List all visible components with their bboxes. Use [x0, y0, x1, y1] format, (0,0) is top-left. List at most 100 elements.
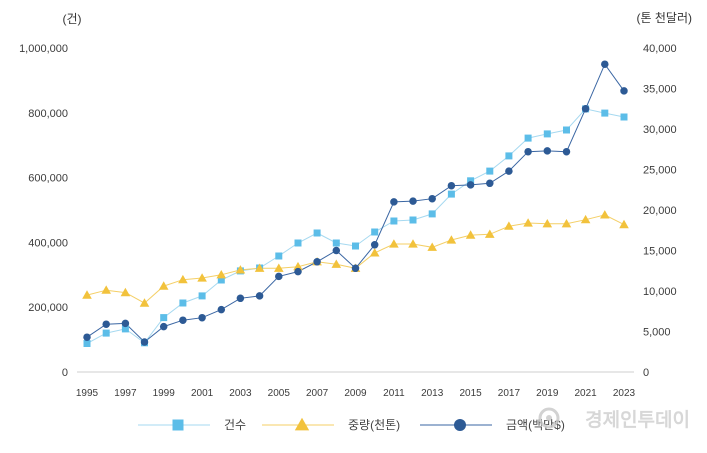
left-y-axis-title: (건) — [62, 12, 81, 26]
x-tick-label: 2007 — [306, 388, 329, 399]
x-tick-label: 1995 — [76, 388, 99, 399]
series-2-point — [523, 218, 533, 227]
series-3-point — [447, 181, 456, 190]
series-3-point — [179, 316, 187, 324]
series-2-line — [86, 214, 625, 304]
series-1-point — [275, 252, 283, 260]
series-1-point — [102, 329, 110, 337]
series-3-point — [275, 272, 283, 281]
series-2-point — [331, 259, 342, 268]
x-tick-label: 2023 — [613, 388, 636, 399]
series-3-point — [351, 264, 360, 273]
series-3-point — [332, 246, 341, 255]
series-2-point — [542, 219, 553, 228]
series-1-point — [505, 152, 513, 160]
logo-icon — [538, 407, 560, 429]
series-3-point — [601, 60, 609, 68]
series-1-point — [332, 239, 340, 247]
left-y-tick-label: 200,000 — [28, 302, 68, 314]
series-2-point — [446, 235, 457, 244]
series-1-point — [428, 210, 436, 218]
right-y-tick-label: 0 — [643, 367, 649, 379]
series-3-point — [255, 292, 264, 300]
legend-item: 금액(백만$) — [420, 418, 565, 432]
series-1-point — [563, 126, 570, 134]
x-tick-label: 2009 — [344, 388, 367, 399]
series-3-point — [140, 338, 149, 346]
right-y-tick-label: 30,000 — [643, 124, 677, 136]
right-y-tick-label: 35,000 — [643, 84, 677, 96]
right-y-tick-label: 20,000 — [643, 205, 677, 217]
right-y-tick-label: 10,000 — [643, 286, 677, 298]
x-tick-label: 2017 — [498, 388, 521, 399]
series-2-point — [178, 274, 188, 284]
x-tick-label: 2013 — [421, 388, 444, 399]
right-y-tick-label: 15,000 — [643, 246, 677, 258]
series-2-point — [427, 242, 437, 251]
series-3-point — [562, 147, 571, 156]
series-2-point — [465, 230, 476, 239]
series-1-point — [313, 229, 321, 237]
series-3-point — [294, 267, 302, 276]
left-y-tick-label: 1,000,000 — [19, 43, 68, 55]
series-1-point — [447, 190, 455, 198]
logo-dot — [546, 415, 552, 421]
right-y-tick-label: 5,000 — [643, 327, 671, 339]
series-3-point — [466, 181, 475, 189]
right-y-tick-label: 40,000 — [643, 43, 677, 55]
series-2-point — [216, 270, 227, 279]
series-3-point — [83, 333, 91, 341]
series-2-point — [101, 285, 111, 294]
legend-label: 금액(백만$) — [506, 418, 565, 432]
series-1-point — [179, 299, 187, 307]
series-1-point — [121, 325, 129, 333]
legend-circle-icon — [454, 419, 466, 431]
series-2-point — [504, 221, 514, 230]
legend-item: 중량(천톤) — [262, 417, 400, 432]
series-3-point — [121, 319, 130, 328]
legend-triangle-icon — [294, 417, 310, 431]
series-3-point — [217, 305, 226, 314]
series-1-point — [467, 177, 475, 185]
series-2-point — [235, 265, 246, 274]
series-3-point — [428, 194, 436, 203]
series-2-point — [139, 298, 150, 307]
legend: 건수 중량(천톤) 금액(백만$) — [138, 417, 565, 432]
series-2-point — [120, 287, 131, 297]
x-tick-label: 2011 — [383, 388, 405, 399]
series-2-point — [254, 263, 265, 272]
series-3-point — [313, 258, 321, 266]
series-3-point — [159, 322, 168, 331]
series-3-point — [581, 105, 590, 113]
series-2-points — [82, 210, 629, 307]
series-3-point — [524, 147, 532, 156]
series-1-point — [83, 340, 91, 347]
series-1-point — [409, 216, 417, 224]
series-1-point — [601, 109, 609, 117]
series-2-point — [619, 219, 629, 229]
right-y-axis-title: (톤 천달러) — [637, 10, 693, 25]
series-2-point — [561, 219, 572, 228]
legend-label: 중량(천톤) — [348, 417, 400, 432]
series-1-point — [524, 134, 532, 142]
series-3-points — [83, 60, 628, 346]
x-tick-label: 2015 — [459, 388, 482, 399]
series-1-point — [160, 314, 168, 322]
series-2-point — [274, 263, 284, 272]
left-y-tick-label: 800,000 — [28, 108, 68, 120]
series-1-point — [371, 228, 379, 236]
series-2-point — [580, 214, 591, 224]
logo-ring — [538, 407, 560, 429]
legend-item: 건수 — [138, 418, 246, 432]
series-3-point — [198, 313, 206, 322]
series-2-point — [82, 290, 92, 299]
series-2-point — [158, 281, 169, 290]
legend-label: 건수 — [224, 418, 246, 432]
left-y-tick-label: 400,000 — [28, 237, 68, 249]
series-1-point — [294, 239, 302, 247]
right-y-tick-label: 25,000 — [643, 165, 677, 177]
x-tick-label: 1997 — [114, 388, 137, 399]
watermark-text: 경제인투데이 — [585, 409, 690, 431]
x-tick-label: 2005 — [268, 388, 291, 399]
